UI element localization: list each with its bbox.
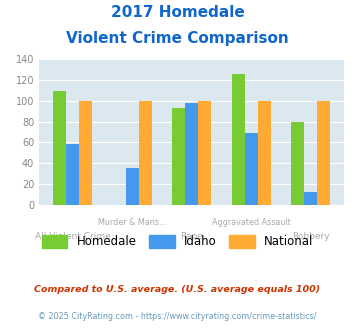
Text: © 2025 CityRating.com - https://www.cityrating.com/crime-statistics/: © 2025 CityRating.com - https://www.city…: [38, 312, 317, 321]
Bar: [245, 133, 258, 205]
Bar: [66, 145, 79, 205]
Bar: [126, 168, 139, 205]
Text: All Violent Crime: All Violent Crime: [35, 232, 110, 241]
Bar: [198, 101, 211, 205]
Bar: [53, 90, 66, 205]
Text: Violent Crime Comparison: Violent Crime Comparison: [66, 31, 289, 46]
Bar: [172, 108, 185, 205]
Bar: [317, 101, 331, 205]
Bar: [139, 101, 152, 205]
Bar: [231, 74, 245, 205]
Bar: [291, 122, 304, 205]
Text: Robbery: Robbery: [292, 232, 330, 241]
Text: Aggravated Assault: Aggravated Assault: [212, 218, 291, 227]
Text: Compared to U.S. average. (U.S. average equals 100): Compared to U.S. average. (U.S. average …: [34, 285, 321, 294]
Legend: Homedale, Idaho, National: Homedale, Idaho, National: [37, 230, 318, 253]
Bar: [185, 103, 198, 205]
Bar: [304, 192, 317, 205]
Text: Rape: Rape: [180, 232, 203, 241]
Bar: [79, 101, 92, 205]
Bar: [258, 101, 271, 205]
Text: Murder & Mans...: Murder & Mans...: [98, 218, 166, 227]
Text: 2017 Homedale: 2017 Homedale: [111, 5, 244, 20]
